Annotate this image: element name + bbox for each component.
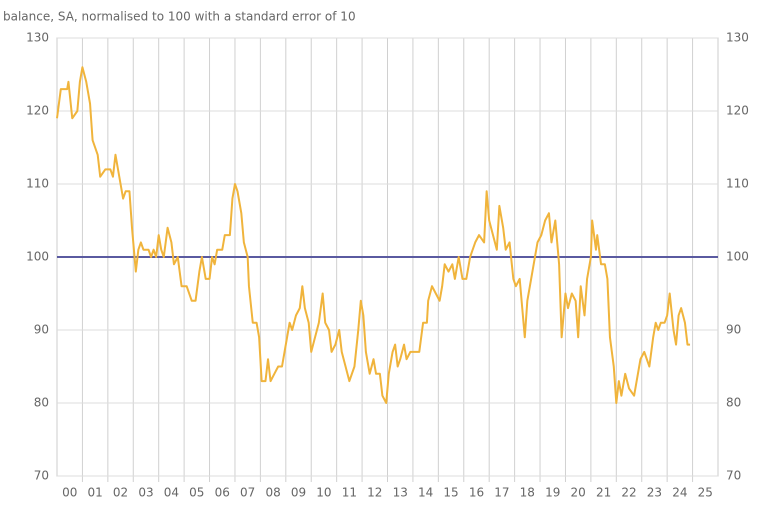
x-tick-label: 04 <box>164 486 179 500</box>
x-tick-label: 00 <box>62 486 77 500</box>
y-tick-label: 90 <box>34 323 49 337</box>
x-tick-label: 18 <box>520 486 535 500</box>
y2-tick-label: 130 <box>726 31 749 45</box>
x-tick-label: 19 <box>545 486 560 500</box>
x-tick-label: 16 <box>469 486 484 500</box>
y-tick-label: 80 <box>34 396 49 410</box>
x-tick-label: 13 <box>393 486 408 500</box>
y-tick-label: 130 <box>26 31 49 45</box>
x-tick-label: 01 <box>87 486 102 500</box>
x-tick-label: 23 <box>647 486 662 500</box>
x-tick-label: 02 <box>113 486 128 500</box>
y2-tick-label: 120 <box>726 104 749 118</box>
x-tick-label: 05 <box>189 486 204 500</box>
y2-tick-label: 100 <box>726 250 749 264</box>
x-tick-label: 06 <box>215 486 230 500</box>
x-tick-label: 03 <box>138 486 153 500</box>
y-tick-label: 100 <box>26 250 49 264</box>
x-tick-label: 07 <box>240 486 255 500</box>
y2-tick-label: 70 <box>726 469 741 483</box>
y-tick-label: 120 <box>26 104 49 118</box>
x-tick-label: 24 <box>672 486 687 500</box>
x-tick-label: 11 <box>342 486 357 500</box>
data-line <box>56 66 691 404</box>
x-tick-label: 25 <box>698 486 713 500</box>
x-tick-label: 22 <box>621 486 636 500</box>
x-tick-label: 10 <box>316 486 331 500</box>
x-tick-label: 21 <box>596 486 611 500</box>
x-tick-label: 08 <box>265 486 280 500</box>
y-tick-label: 70 <box>34 469 49 483</box>
y2-tick-label: 110 <box>726 177 749 191</box>
x-tick-label: 09 <box>291 486 306 500</box>
x-tick-label: 15 <box>443 486 458 500</box>
y2-tick-label: 90 <box>726 323 741 337</box>
x-tick-label: 12 <box>367 486 382 500</box>
x-tick-label: 20 <box>571 486 586 500</box>
x-tick-label: 17 <box>494 486 509 500</box>
chart-title: balance, SA, normalised to 100 with a st… <box>3 10 356 24</box>
x-tick-label: 14 <box>418 486 433 500</box>
y2-tick-label: 80 <box>726 396 741 410</box>
y-tick-label: 110 <box>26 177 49 191</box>
